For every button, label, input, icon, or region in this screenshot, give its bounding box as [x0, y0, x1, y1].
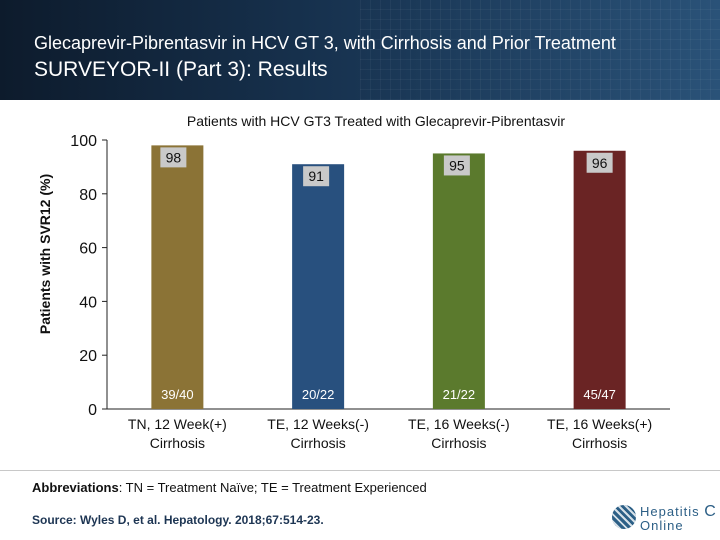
bar — [573, 150, 626, 409]
x-tick-label: Cirrhosis — [291, 435, 346, 451]
x-tick-label: TE, 16 Weeks(+) — [547, 416, 652, 432]
chart-labels: 98 39/40 TN, 12 Week(+) Cirrhosis 91 20/22 TE,… — [128, 147, 652, 451]
y-tick-label: 100 — [70, 133, 97, 150]
logo-text-line2: Online — [640, 518, 684, 533]
footer-divider — [0, 470, 720, 471]
value-label: 91 — [308, 168, 324, 184]
value-label-box — [443, 155, 470, 176]
value-label-box — [160, 147, 187, 168]
y-axis-label: Patients with SVR12 (%) — [37, 174, 53, 334]
header-grid-pattern — [360, 0, 720, 100]
value-label: 95 — [449, 157, 465, 173]
x-tick-label: Cirrhosis — [150, 435, 205, 451]
abbreviations-label: Abbreviations — [32, 480, 119, 495]
bar-chart: Patients with HCV GT3 Treated with Gleca… — [37, 113, 670, 451]
count-label: 20/22 — [302, 387, 335, 402]
value-label: 96 — [592, 155, 608, 171]
chart-axes: 0 20 40 60 80 100 — [70, 133, 670, 419]
slide-title: Glecaprevir-Pibrentasvir in HCV GT 3, wi… — [34, 33, 616, 53]
y-tick-label: 60 — [79, 241, 97, 258]
count-label: 21/22 — [443, 387, 476, 402]
value-label: 98 — [166, 149, 182, 165]
x-tick-label: TE, 16 Weeks(-) — [408, 416, 510, 432]
abbreviations-note: Abbreviations: TN = Treatment Naïve; TE … — [32, 480, 427, 495]
slide-subtitle: SURVEYOR-II (Part 3): Results — [34, 58, 328, 81]
y-tick-label: 80 — [79, 187, 97, 204]
bar — [292, 164, 345, 409]
y-tick-label: 0 — [88, 402, 97, 419]
chart-title: Patients with HCV GT3 Treated with Gleca… — [187, 113, 565, 129]
x-tick-label: Cirrhosis — [572, 435, 627, 451]
y-tick-label: 40 — [79, 294, 97, 311]
count-label: 39/40 — [161, 387, 194, 402]
logo-icon — [612, 505, 636, 529]
x-tick-label: Cirrhosis — [431, 435, 486, 451]
source-citation: Source: Wyles D, et al. Hepatology. 2018… — [32, 513, 324, 527]
count-label: 45/47 — [583, 387, 616, 402]
x-tick-label: TN, 12 Week(+) — [128, 416, 227, 432]
slide-header: Glecaprevir-Pibrentasvir in HCV GT 3, wi… — [0, 0, 720, 100]
bar — [151, 145, 204, 409]
logo-text-line1: Hepatitis C — [640, 503, 717, 520]
value-label-box — [303, 166, 330, 187]
chart-bars — [151, 145, 626, 409]
abbreviations-text: : TN = Treatment Naïve; TE = Treatment E… — [118, 480, 427, 495]
x-tick-label: TE, 12 Weeks(-) — [267, 416, 369, 432]
value-label-box — [586, 152, 613, 173]
hepatitis-c-online-logo: Hepatitis C Online — [612, 502, 717, 536]
bar — [432, 153, 485, 409]
y-tick-label: 20 — [79, 348, 97, 365]
